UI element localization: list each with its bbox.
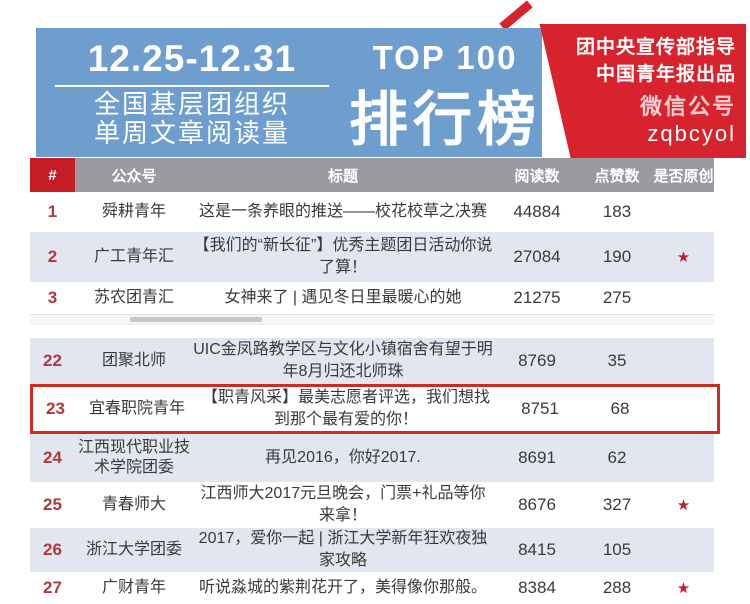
column-header-likes: 点赞数 (594, 167, 640, 185)
likes-cell: 62 (607, 448, 627, 467)
likes-cell: 183 (602, 202, 632, 221)
header-banner: 12.25-12.31 全国基层团组织 单周文章阅读量 TOP 100 排行榜 … (0, 0, 750, 158)
rank-cell: 2 (47, 247, 58, 266)
reads-cell: 44884 (513, 202, 561, 221)
banner-divider (55, 85, 329, 87)
banner-subtitle-line1: 全国基层团组织 (93, 89, 290, 119)
title-cell: 再见2016，你好2017. (265, 448, 421, 466)
title-cell: 【职青风采】最美志愿者评选，我们想找到那个最有爱的你！ (201, 388, 490, 428)
cropped-row-fragment (30, 314, 714, 325)
table-row: 27 广财青年 听说淼城的紫荆花开了，美得像你那般。 8384 288 ★ (30, 572, 714, 604)
title-cell: 【我们的“新长征”】优秀主题团日活动你说了算！ (193, 236, 493, 276)
table-row: 3 苏农团青汇 女神来了 | 遇见冬日里最暖心的她 21275 275 (30, 282, 714, 314)
title-cell: 江西师大2017元旦晚会，门票+礼品等你来拿！ (200, 484, 486, 524)
table-row: 26 浙江大学团委 2017，爱你一起 | 浙江大学新年狂欢夜独家攻略 8415… (30, 528, 714, 572)
column-header-rank: # (30, 158, 75, 192)
badge-wechat-id: zqbcyol (647, 121, 736, 147)
table-row: 22 团聚北师 UIC金凤路教学区与文化小镇宿舍有望于明年8月归还北师珠 876… (30, 338, 714, 384)
likes-cell: 190 (602, 247, 632, 266)
rank-cell: 25 (43, 495, 62, 514)
ranking-title: 排行榜 (348, 87, 541, 153)
reads-cell: 8384 (518, 578, 556, 597)
column-header-original: 是否原创 (653, 167, 714, 185)
likes-cell: 68 (610, 399, 630, 418)
account-cell: 舜耕青年 (101, 203, 166, 220)
reads-cell: 21275 (513, 288, 561, 307)
original-star: ★ (676, 249, 691, 266)
title-cell: 2017，爱你一起 | 浙江大学新年狂欢夜独家攻略 (198, 529, 488, 569)
rank-cell: 1 (47, 202, 58, 221)
account-cell: 江西现代职业技术学院团委 (77, 439, 190, 476)
table-row: 2 广工青年汇 【我们的“新长征”】优秀主题团日活动你说了算！ 27084 19… (30, 232, 714, 282)
rank-cell: 27 (43, 578, 62, 597)
badge-wechat-label: 微信公号 (639, 94, 736, 120)
red-slash-decoration (499, 0, 533, 31)
account-cell: 团聚北师 (101, 352, 166, 369)
table-row: 1 舜耕青年 这是一条养眼的推送——校花校草之决赛 44884 183 (30, 192, 714, 232)
original-star: ★ (676, 497, 691, 514)
cropped-text-smudge (130, 317, 262, 322)
publisher-badge: 团中央宣传部指导 中国青年报出品 微信公号 zqbcyol (539, 24, 746, 158)
banner-left-block: 12.25-12.31 全国基层团组织 单周文章阅读量 (36, 28, 348, 157)
rank-cell: 24 (43, 448, 62, 467)
account-cell: 青春师大 (101, 496, 166, 513)
banner-subtitle-line2: 单周文章阅读量 (93, 118, 290, 149)
likes-cell: 327 (602, 495, 632, 514)
title-cell: UIC金凤路教学区与文化小镇宿舍有望于明年8月归还北师珠 (193, 340, 493, 380)
ranking-table: # 公众号 标题 阅读数 点赞数 是否原创 1 舜耕青年 这是一条养眼的推送——… (30, 158, 720, 604)
banner-right-block: TOP 100 排行榜 (348, 28, 542, 157)
likes-cell: 288 (602, 578, 632, 597)
reads-cell: 8415 (518, 540, 556, 559)
title-cell: 这是一条养眼的推送——校花校草之决赛 (198, 202, 487, 220)
date-range: 12.25-12.31 (87, 38, 297, 79)
rank-cell: 22 (43, 351, 62, 370)
reads-cell: 8676 (518, 495, 556, 514)
table-row: 25 青春师大 江西师大2017元旦晚会，门票+礼品等你来拿！ 8676 327… (30, 482, 714, 528)
top100-label: TOP 100 (372, 39, 518, 76)
account-cell: 宜春职院青年 (88, 400, 185, 417)
column-header-account: 公众号 (111, 167, 157, 185)
reads-cell: 27084 (513, 247, 561, 266)
reads-cell: 8769 (518, 351, 556, 370)
reads-cell: 8691 (518, 448, 556, 467)
account-cell: 苏农团青汇 (93, 289, 174, 306)
table-header-row: # 公众号 标题 阅读数 点赞数 是否原创 (30, 158, 714, 192)
title-cell: 听说淼城的紫荆花开了，美得像你那般。 (198, 578, 487, 596)
account-cell: 广工青年汇 (93, 248, 174, 265)
badge-producer-line: 中国青年报出品 (595, 63, 736, 85)
title-cell: 女神来了 | 遇见冬日里最暖心的她 (224, 288, 462, 306)
rank-cell: 26 (43, 540, 62, 559)
blue-banner: 12.25-12.31 全国基层团组织 单周文章阅读量 TOP 100 排行榜 (36, 28, 542, 157)
table-row: 24 江西现代职业技术学院团委 再见2016，你好2017. 8691 62 (30, 434, 714, 482)
likes-cell: 35 (607, 351, 627, 370)
reads-cell: 8751 (521, 399, 559, 418)
highlighted-table-row: 23 宜春职院青年 【职青风采】最美志愿者评选，我们想找到那个最有爱的你！ 87… (30, 384, 720, 434)
account-cell: 广财青年 (101, 579, 166, 596)
rank-cell: 23 (46, 399, 65, 418)
likes-cell: 275 (602, 288, 632, 307)
account-cell: 浙江大学团委 (85, 541, 182, 558)
original-star: ★ (676, 580, 691, 597)
badge-guidance-line: 团中央宣传部指导 (575, 37, 736, 58)
column-header-reads: 阅读数 (514, 167, 560, 185)
column-header-title: 标题 (327, 167, 358, 185)
likes-cell: 105 (602, 540, 632, 559)
rank-cell: 3 (47, 288, 58, 307)
